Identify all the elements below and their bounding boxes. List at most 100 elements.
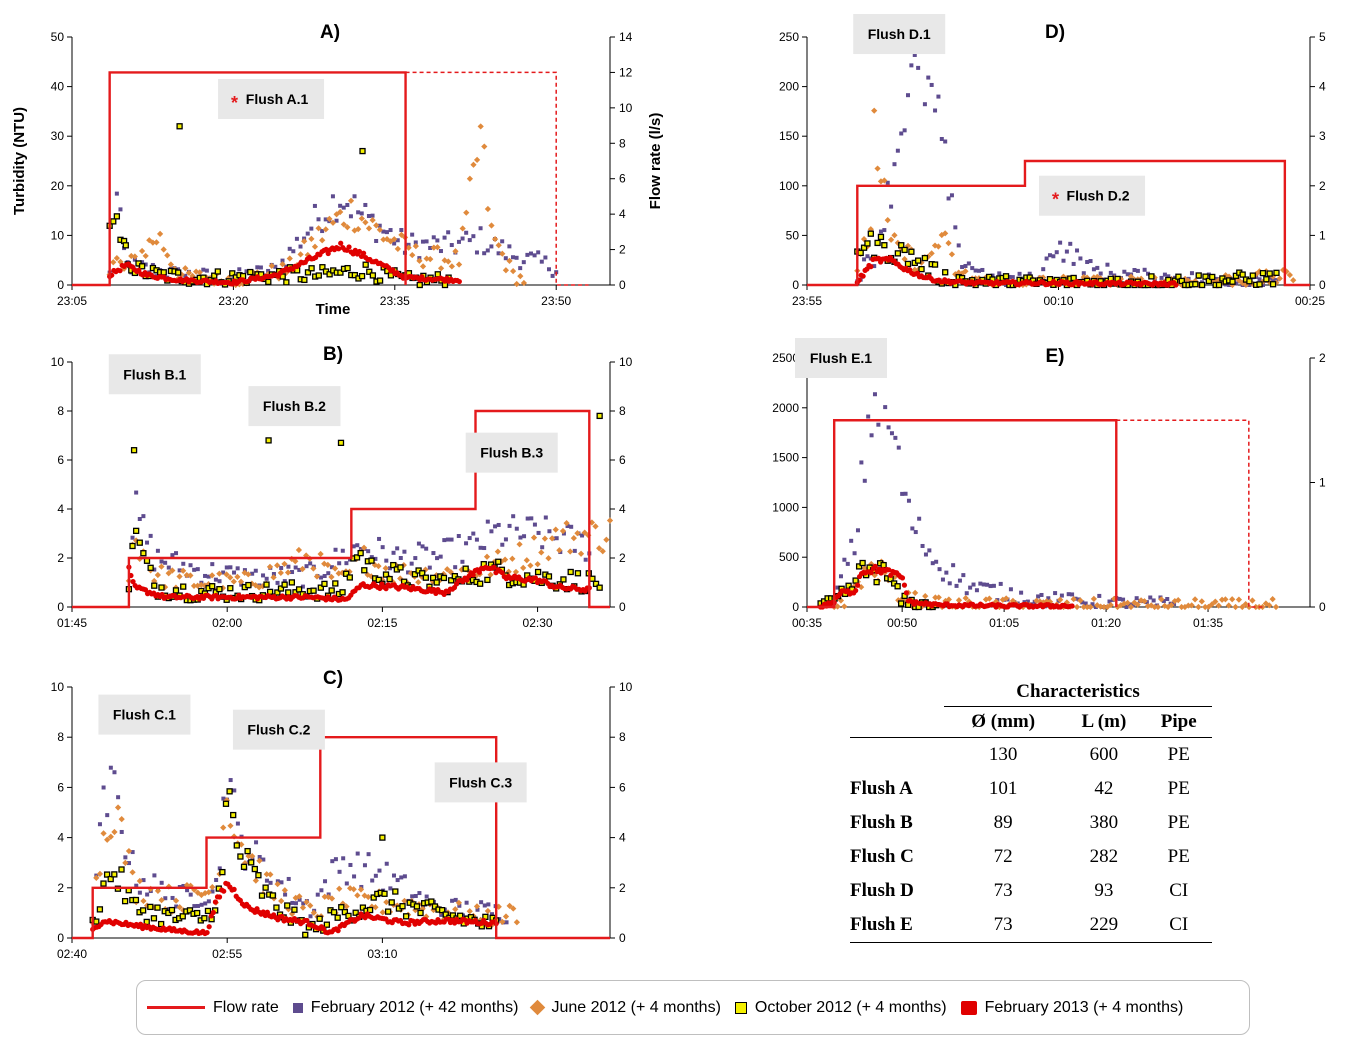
data-point (341, 205, 346, 210)
data-point (406, 570, 411, 575)
x-tick-label: 23:55 (792, 294, 822, 308)
data-point (192, 904, 197, 909)
data-point (366, 214, 371, 219)
data-point (489, 244, 494, 249)
y-tick-label: 2 (57, 551, 64, 565)
data-point (420, 544, 425, 549)
data-point (142, 252, 149, 260)
data-point (339, 589, 346, 596)
y-tick-label: 0 (792, 600, 799, 614)
data-point (467, 536, 472, 541)
series-feb2013 (90, 880, 499, 937)
data-point (859, 559, 866, 567)
data-point (111, 828, 118, 836)
data-point (294, 236, 299, 241)
data-point (217, 579, 222, 584)
y-tick-label: 10 (51, 355, 65, 369)
data-point (431, 551, 436, 556)
data-point-outlier (379, 834, 386, 841)
data-point (251, 865, 258, 873)
data-point (435, 556, 440, 561)
data-point (1097, 593, 1102, 598)
data-point (506, 257, 513, 264)
flush-label: Flush B.1 (108, 354, 201, 395)
data-point (431, 586, 437, 593)
data-point (954, 583, 959, 588)
data-point (1090, 595, 1097, 602)
y2-tick-label: 8 (619, 730, 626, 744)
data-point (250, 571, 255, 576)
data-point (482, 546, 487, 551)
data-point (1272, 603, 1280, 611)
data-point (337, 869, 342, 874)
data-point (1131, 603, 1136, 608)
series-feb2013 (126, 564, 592, 603)
data-point (536, 250, 541, 255)
data-point (889, 431, 894, 436)
series-oct2012 (89, 784, 500, 938)
data-point (324, 561, 331, 569)
data-point (507, 523, 512, 528)
legend-item-feb-2012: February 2012 (+ 42 months) (292, 999, 518, 1017)
data-point (163, 560, 168, 565)
panel-d: D) 0 50 100 150 200 250 0 1 2 3 4 5 23:55 00:10 00:25 Fl… (779, 14, 1326, 308)
data-point (335, 928, 341, 934)
data-point (437, 265, 445, 272)
data-point (117, 268, 123, 274)
data-point (376, 277, 384, 284)
data-point (290, 900, 295, 905)
data-point (402, 913, 410, 920)
data-point (1144, 600, 1149, 605)
data-point (1025, 599, 1030, 604)
data-point (518, 535, 523, 540)
data-point (391, 550, 396, 555)
series-group (106, 123, 559, 289)
data-point (502, 267, 510, 274)
data-point (121, 897, 129, 905)
x-tick-label: 02:15 (367, 616, 397, 630)
legend-swatch-square (292, 1002, 303, 1013)
data-point (860, 273, 866, 279)
data-point (970, 266, 975, 271)
flow-rate-line (72, 71, 407, 287)
data-point (279, 880, 284, 885)
data-point (946, 196, 951, 201)
data-point (336, 885, 343, 892)
data-point (998, 581, 1003, 586)
x-tick-label: 02:40 (57, 947, 87, 961)
data-point (1084, 603, 1091, 611)
data-point (1134, 596, 1139, 601)
data-point (860, 244, 868, 251)
data-point (299, 565, 306, 573)
data-point (1198, 598, 1205, 605)
data-point (118, 866, 125, 873)
data-point (1246, 278, 1253, 285)
data-point (567, 568, 574, 576)
data-point (383, 586, 389, 592)
data-point (227, 585, 234, 592)
data-point (377, 868, 382, 873)
data-point (348, 862, 353, 867)
data-point (868, 264, 874, 270)
cell-diameter: 73 (993, 880, 1013, 901)
data-point (281, 887, 288, 894)
data-point (494, 548, 501, 555)
data-point (479, 900, 484, 905)
data-point (1122, 269, 1127, 274)
y2-tick-label: 0 (619, 600, 626, 614)
data-point (1259, 603, 1266, 611)
data-point (268, 880, 273, 885)
data-point (921, 254, 929, 262)
y2-tick-label: 2 (619, 243, 626, 257)
data-point (872, 563, 878, 569)
data-point (539, 259, 544, 264)
data-point (375, 576, 382, 583)
y-tick-label: 6 (57, 780, 64, 794)
data-point (370, 213, 375, 218)
data-point (231, 886, 237, 892)
data-point (867, 230, 874, 237)
series-oct2012 (106, 123, 452, 289)
data-point (409, 561, 414, 566)
data-point (985, 582, 990, 587)
data-point (476, 569, 482, 575)
